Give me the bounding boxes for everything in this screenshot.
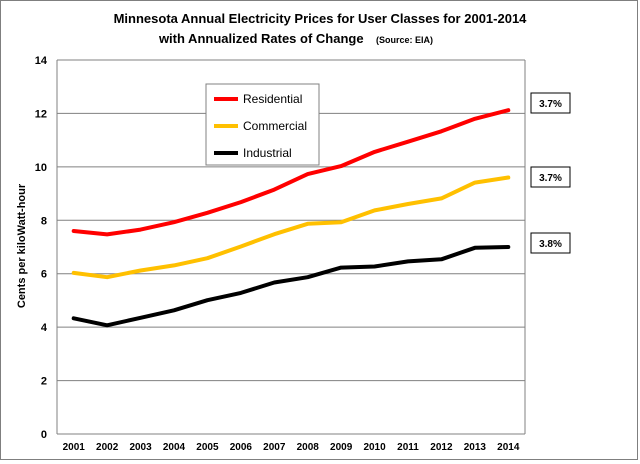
- plot-area: 0 2 4 6 8 10 12 14 2001 2002 2003 2004 2005 2006 2007 2…: [35, 55, 526, 453]
- rate-label-residential: 3.7%: [539, 99, 562, 110]
- y-axis-label: Cents per kiloWatt-hour: [16, 183, 28, 308]
- x-tick-label: 2008: [297, 442, 320, 453]
- rate-label-commercial: 3.7%: [539, 173, 562, 184]
- rate-labels: 3.7% 3.7% 3.8%: [530, 92, 571, 254]
- y-tick-label: 12: [35, 108, 47, 120]
- rate-box-industrial: [530, 232, 571, 254]
- x-tick-label: 2001: [63, 442, 86, 453]
- x-tick-label: 2006: [230, 442, 253, 453]
- x-tick-label: 2004: [163, 442, 186, 453]
- legend-label-residential: Residential: [243, 92, 302, 106]
- series-line-industrial: [71, 245, 511, 328]
- x-tick-label: 2010: [363, 442, 386, 453]
- y-tick-label: 0: [41, 429, 47, 441]
- y-tick-label: 10: [35, 162, 47, 174]
- chart-source-note: (Source: EIA): [376, 35, 433, 45]
- x-tick-label: 2005: [196, 442, 219, 453]
- rate-box-residential: [530, 92, 571, 114]
- y-tick-label: 2: [41, 376, 47, 388]
- y-tick-label: 14: [35, 55, 48, 67]
- y-tick-label: 4: [41, 322, 48, 334]
- x-tick-label: 2014: [497, 442, 520, 453]
- legend-label-industrial: Industrial: [243, 146, 292, 160]
- chart-title-line1: Minnesota Annual Electricity Prices for …: [114, 11, 528, 26]
- x-tick-label: 2009: [330, 442, 353, 453]
- x-tick-label: 2002: [96, 442, 119, 453]
- y-tick-label: 8: [41, 215, 47, 227]
- series-line-commercial: [71, 175, 511, 280]
- x-tick-label: 2003: [129, 442, 152, 453]
- series-line-residential: [71, 108, 511, 237]
- x-tick-label: 2013: [464, 442, 487, 453]
- legend: Residential Commercial Industrial: [205, 83, 320, 166]
- legend-label-commercial: Commercial: [243, 119, 307, 133]
- chart-title-line2-group: with Annualized Rates of Change (Source:…: [158, 30, 433, 47]
- x-tick-label: 2011: [397, 442, 419, 453]
- x-tick-label: 2007: [263, 442, 286, 453]
- rate-label-industrial: 3.8%: [539, 239, 562, 250]
- y-tick-label: 6: [41, 269, 47, 281]
- rate-box-commercial: [530, 166, 571, 188]
- x-tick-label: 2012: [430, 442, 453, 453]
- chart-title-line2: with Annualized Rates of Change: [158, 31, 364, 46]
